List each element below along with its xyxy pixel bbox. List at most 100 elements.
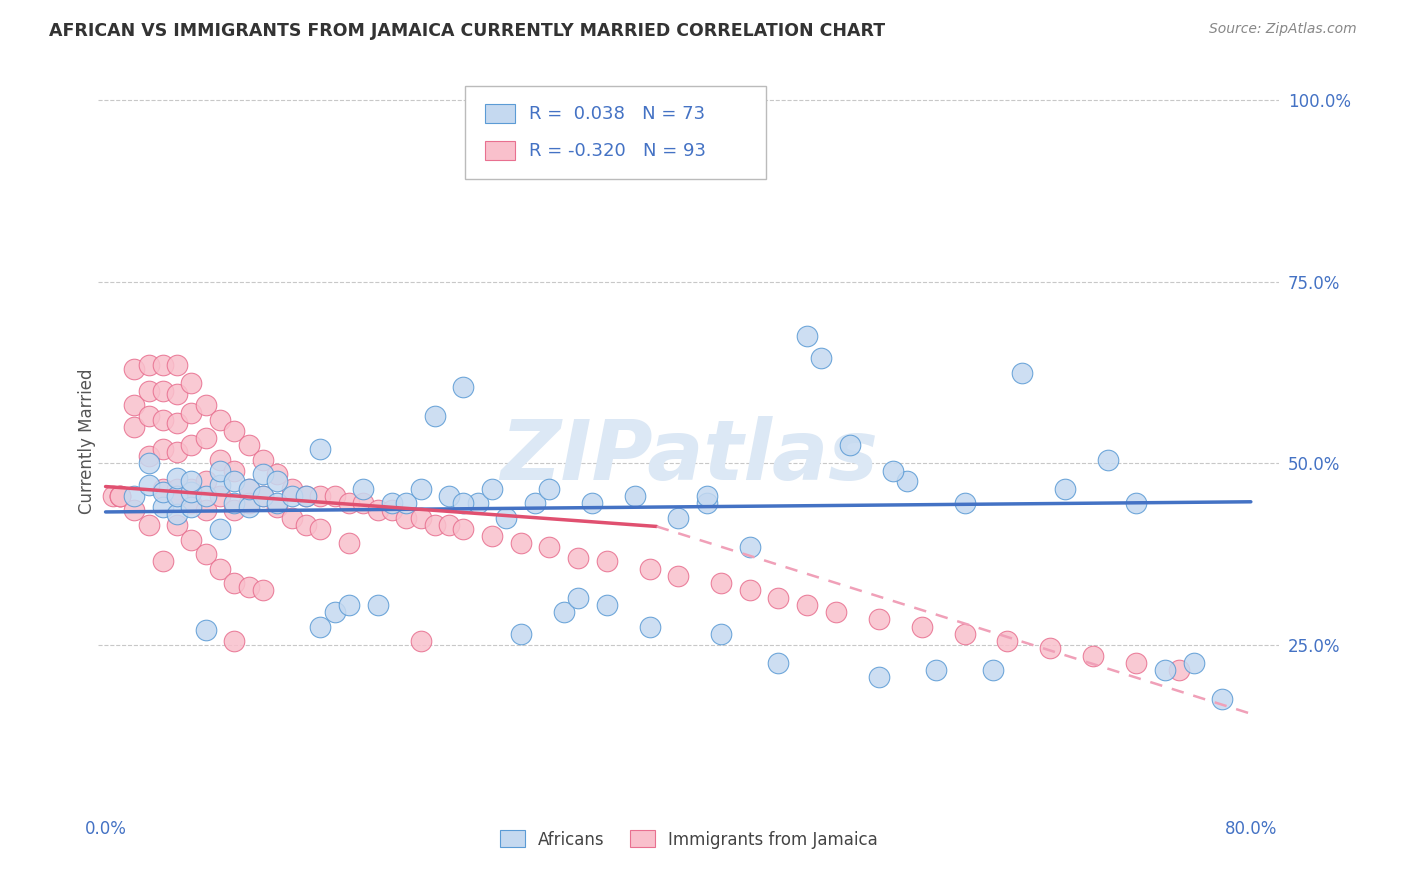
Point bbox=[166, 489, 188, 503]
Point bbox=[925, 663, 948, 677]
Point bbox=[138, 456, 160, 470]
FancyBboxPatch shape bbox=[485, 141, 516, 161]
Point bbox=[868, 670, 890, 684]
Point bbox=[101, 489, 124, 503]
Point bbox=[138, 409, 160, 424]
Point bbox=[409, 482, 432, 496]
Point bbox=[194, 398, 217, 412]
Point bbox=[481, 529, 503, 543]
Point bbox=[122, 362, 145, 376]
Point bbox=[224, 424, 246, 438]
Point bbox=[666, 510, 689, 524]
Point bbox=[453, 380, 475, 394]
Point bbox=[238, 500, 260, 514]
Point bbox=[381, 503, 404, 517]
Point bbox=[166, 507, 188, 521]
Y-axis label: Currently Married: Currently Married bbox=[79, 368, 96, 515]
Point bbox=[409, 634, 432, 648]
Point bbox=[796, 329, 818, 343]
Point bbox=[152, 500, 174, 514]
Point bbox=[166, 359, 188, 373]
Point bbox=[138, 384, 160, 398]
Point bbox=[224, 475, 246, 489]
Point bbox=[166, 489, 188, 503]
Point bbox=[1125, 496, 1147, 510]
Point bbox=[337, 496, 360, 510]
Point bbox=[209, 478, 232, 492]
Point bbox=[194, 503, 217, 517]
Point bbox=[738, 583, 761, 598]
Point bbox=[352, 496, 374, 510]
Point bbox=[238, 496, 260, 510]
Point bbox=[209, 522, 232, 536]
Point bbox=[180, 496, 202, 510]
Point bbox=[152, 482, 174, 496]
Point bbox=[367, 503, 389, 517]
Point bbox=[796, 598, 818, 612]
Point bbox=[238, 482, 260, 496]
Point bbox=[152, 554, 174, 568]
Point bbox=[624, 489, 647, 503]
Point bbox=[280, 510, 302, 524]
Point bbox=[180, 485, 202, 500]
Point bbox=[453, 496, 475, 510]
Point bbox=[180, 482, 202, 496]
FancyBboxPatch shape bbox=[464, 87, 766, 178]
Point bbox=[768, 591, 790, 605]
Point bbox=[180, 438, 202, 452]
FancyBboxPatch shape bbox=[485, 104, 516, 123]
Point bbox=[108, 489, 131, 503]
Point bbox=[122, 489, 145, 503]
Point bbox=[180, 376, 202, 391]
Point bbox=[638, 561, 661, 575]
Point bbox=[997, 634, 1019, 648]
Point bbox=[166, 445, 188, 459]
Point bbox=[224, 464, 246, 478]
Point bbox=[437, 518, 460, 533]
Point bbox=[152, 384, 174, 398]
Point bbox=[280, 489, 302, 503]
Point bbox=[638, 619, 661, 633]
Point bbox=[209, 413, 232, 427]
Point bbox=[152, 359, 174, 373]
Point bbox=[1083, 648, 1105, 663]
Point bbox=[1039, 641, 1062, 656]
Point bbox=[309, 442, 332, 456]
Point bbox=[152, 413, 174, 427]
Point bbox=[738, 540, 761, 554]
Point bbox=[209, 452, 232, 467]
Point bbox=[295, 489, 318, 503]
Point bbox=[166, 482, 188, 496]
Point bbox=[166, 471, 188, 485]
Point bbox=[166, 417, 188, 431]
Point bbox=[337, 598, 360, 612]
Point bbox=[180, 405, 202, 419]
Point bbox=[768, 656, 790, 670]
Point bbox=[1125, 656, 1147, 670]
Text: R = -0.320   N = 93: R = -0.320 N = 93 bbox=[530, 142, 706, 160]
Point bbox=[108, 489, 131, 503]
Point bbox=[138, 359, 160, 373]
Text: AFRICAN VS IMMIGRANTS FROM JAMAICA CURRENTLY MARRIED CORRELATION CHART: AFRICAN VS IMMIGRANTS FROM JAMAICA CURRE… bbox=[49, 22, 886, 40]
Point bbox=[238, 438, 260, 452]
Point bbox=[509, 627, 531, 641]
Point bbox=[882, 464, 904, 478]
Point bbox=[581, 496, 603, 510]
Point bbox=[209, 561, 232, 575]
Point bbox=[352, 482, 374, 496]
Point bbox=[567, 591, 589, 605]
Point bbox=[1182, 656, 1205, 670]
Point bbox=[138, 518, 160, 533]
Point bbox=[423, 518, 446, 533]
Point bbox=[595, 554, 617, 568]
Point bbox=[138, 449, 160, 463]
Point bbox=[1053, 482, 1076, 496]
Point bbox=[309, 522, 332, 536]
Point bbox=[280, 482, 302, 496]
Point bbox=[180, 533, 202, 547]
Point bbox=[122, 420, 145, 434]
Point bbox=[1011, 366, 1033, 380]
Point bbox=[152, 442, 174, 456]
Point bbox=[524, 496, 547, 510]
Point bbox=[710, 627, 733, 641]
